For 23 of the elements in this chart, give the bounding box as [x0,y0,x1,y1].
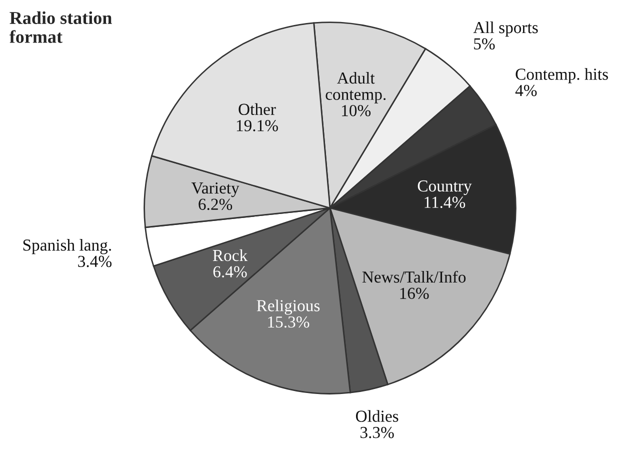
data-label: 11.4% [424,196,466,208]
data-label: 3.4% [78,256,112,268]
chart-title: Radio station format [10,11,112,43]
slice-label: Oldies [356,410,398,422]
data-label: 3.3% [360,426,394,438]
slice-label: Spanish lang. [23,239,111,254]
data-label: 19.1% [236,120,278,132]
slice-label: Variety [191,182,240,198]
slice-label: Adult contemp. [326,72,386,104]
data-label: 16% [400,288,429,300]
data-label: 4% [515,84,537,96]
data-label: 10% [342,104,371,116]
slice-label: Country [418,180,472,196]
data-label: 15.3% [268,316,310,328]
slice-label: Religious [256,300,320,315]
data-label: 6.4% [213,266,247,278]
slice-label: All sports [473,21,538,37]
slice-label: News/Talk/Info [362,270,466,283]
slice-label: Rock [212,249,248,262]
data-label: 5% [474,38,495,50]
slice-label: Contemp. hits [516,68,608,84]
slice-label: Other [238,103,276,115]
data-label: 6.2% [198,198,232,210]
